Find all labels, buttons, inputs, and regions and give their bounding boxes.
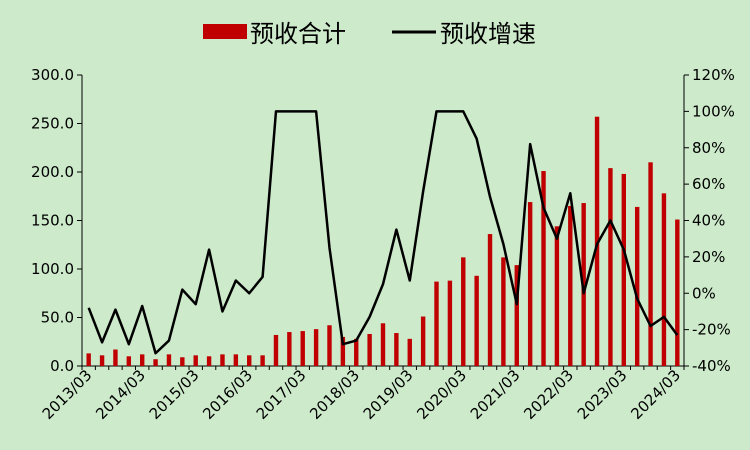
bar — [140, 354, 145, 366]
bar — [461, 257, 466, 366]
x-tick-label: 2018/03 — [306, 366, 363, 423]
bar — [86, 353, 91, 366]
bar — [206, 356, 212, 366]
growth-line — [87, 110, 679, 355]
right-tick-label: 60% — [692, 175, 725, 193]
x-tick-label: 2017/03 — [253, 366, 310, 423]
bar — [541, 171, 546, 366]
bar — [554, 226, 560, 366]
x-tick-label: 2021/03 — [467, 366, 524, 423]
bar — [99, 355, 105, 366]
bar — [340, 336, 346, 366]
bar — [514, 265, 519, 366]
bar — [394, 333, 399, 366]
right-tick-label: 20% — [692, 248, 725, 266]
bar — [675, 219, 680, 366]
bar — [661, 193, 667, 366]
x-tick-label: 2022/03 — [520, 366, 577, 423]
right-tick-label: 0% — [692, 284, 716, 302]
right-tick-label: 80% — [692, 139, 725, 157]
legend-bar-label: 预收合计 — [250, 20, 346, 48]
bar — [501, 257, 506, 366]
bar — [621, 173, 626, 366]
x-tick-label: 2015/03 — [146, 366, 203, 423]
x-tick-label: 2024/03 — [627, 366, 684, 423]
bar — [247, 355, 252, 366]
tick-labels: 0.0 50.0 100.0 150.0 200.0 250.0 300.0 -40% -20%… — [31, 66, 735, 423]
bar — [568, 205, 573, 366]
bar — [474, 275, 479, 366]
bar — [287, 332, 292, 366]
bar — [594, 116, 600, 367]
bar — [380, 323, 386, 366]
left-tick-label: 150.0 — [31, 212, 74, 230]
left-tick-label: 100.0 — [31, 260, 74, 278]
left-tick-label: 200.0 — [31, 163, 74, 181]
bar-series — [86, 116, 680, 367]
bar — [527, 202, 533, 366]
bar — [126, 356, 132, 366]
legend-bar-swatch — [203, 24, 247, 39]
right-tick-label: 40% — [692, 212, 725, 230]
bar — [220, 354, 225, 366]
bar — [634, 206, 640, 366]
right-tick-label: 120% — [692, 66, 735, 84]
bar — [166, 354, 172, 366]
bar — [113, 349, 118, 366]
left-tick-label: 0.0 — [50, 357, 74, 375]
line-series — [87, 110, 679, 355]
bar — [193, 355, 198, 366]
legend: 预收合计 预收增速 — [203, 20, 536, 48]
bar — [608, 168, 613, 366]
bar — [313, 329, 319, 366]
bar — [327, 325, 332, 366]
bar — [153, 359, 158, 366]
x-tick-label: 2020/03 — [413, 366, 470, 423]
bar — [300, 331, 305, 366]
bar — [273, 334, 279, 366]
right-tick-label: -20% — [692, 321, 731, 339]
bar — [487, 234, 493, 366]
bar — [648, 162, 653, 366]
right-tick-label: -40% — [692, 357, 731, 375]
right-tick-label: 100% — [692, 102, 735, 120]
bar — [407, 338, 412, 366]
bar — [434, 281, 439, 366]
x-tick-label: 2016/03 — [199, 366, 256, 423]
left-tick-label: 50.0 — [41, 309, 74, 327]
left-tick-label: 250.0 — [31, 115, 74, 133]
x-tick-label: 2014/03 — [92, 366, 149, 423]
bar — [367, 333, 372, 366]
bar — [180, 357, 185, 366]
bar — [260, 355, 265, 366]
x-tick-label: 2023/03 — [574, 366, 631, 423]
x-tick-label: 2019/03 — [360, 366, 417, 423]
bar — [447, 280, 453, 366]
bar — [233, 354, 239, 366]
left-tick-label: 300.0 — [31, 66, 74, 84]
legend-line-label: 预收增速 — [440, 20, 536, 48]
bar — [354, 338, 359, 366]
bar — [420, 316, 426, 366]
